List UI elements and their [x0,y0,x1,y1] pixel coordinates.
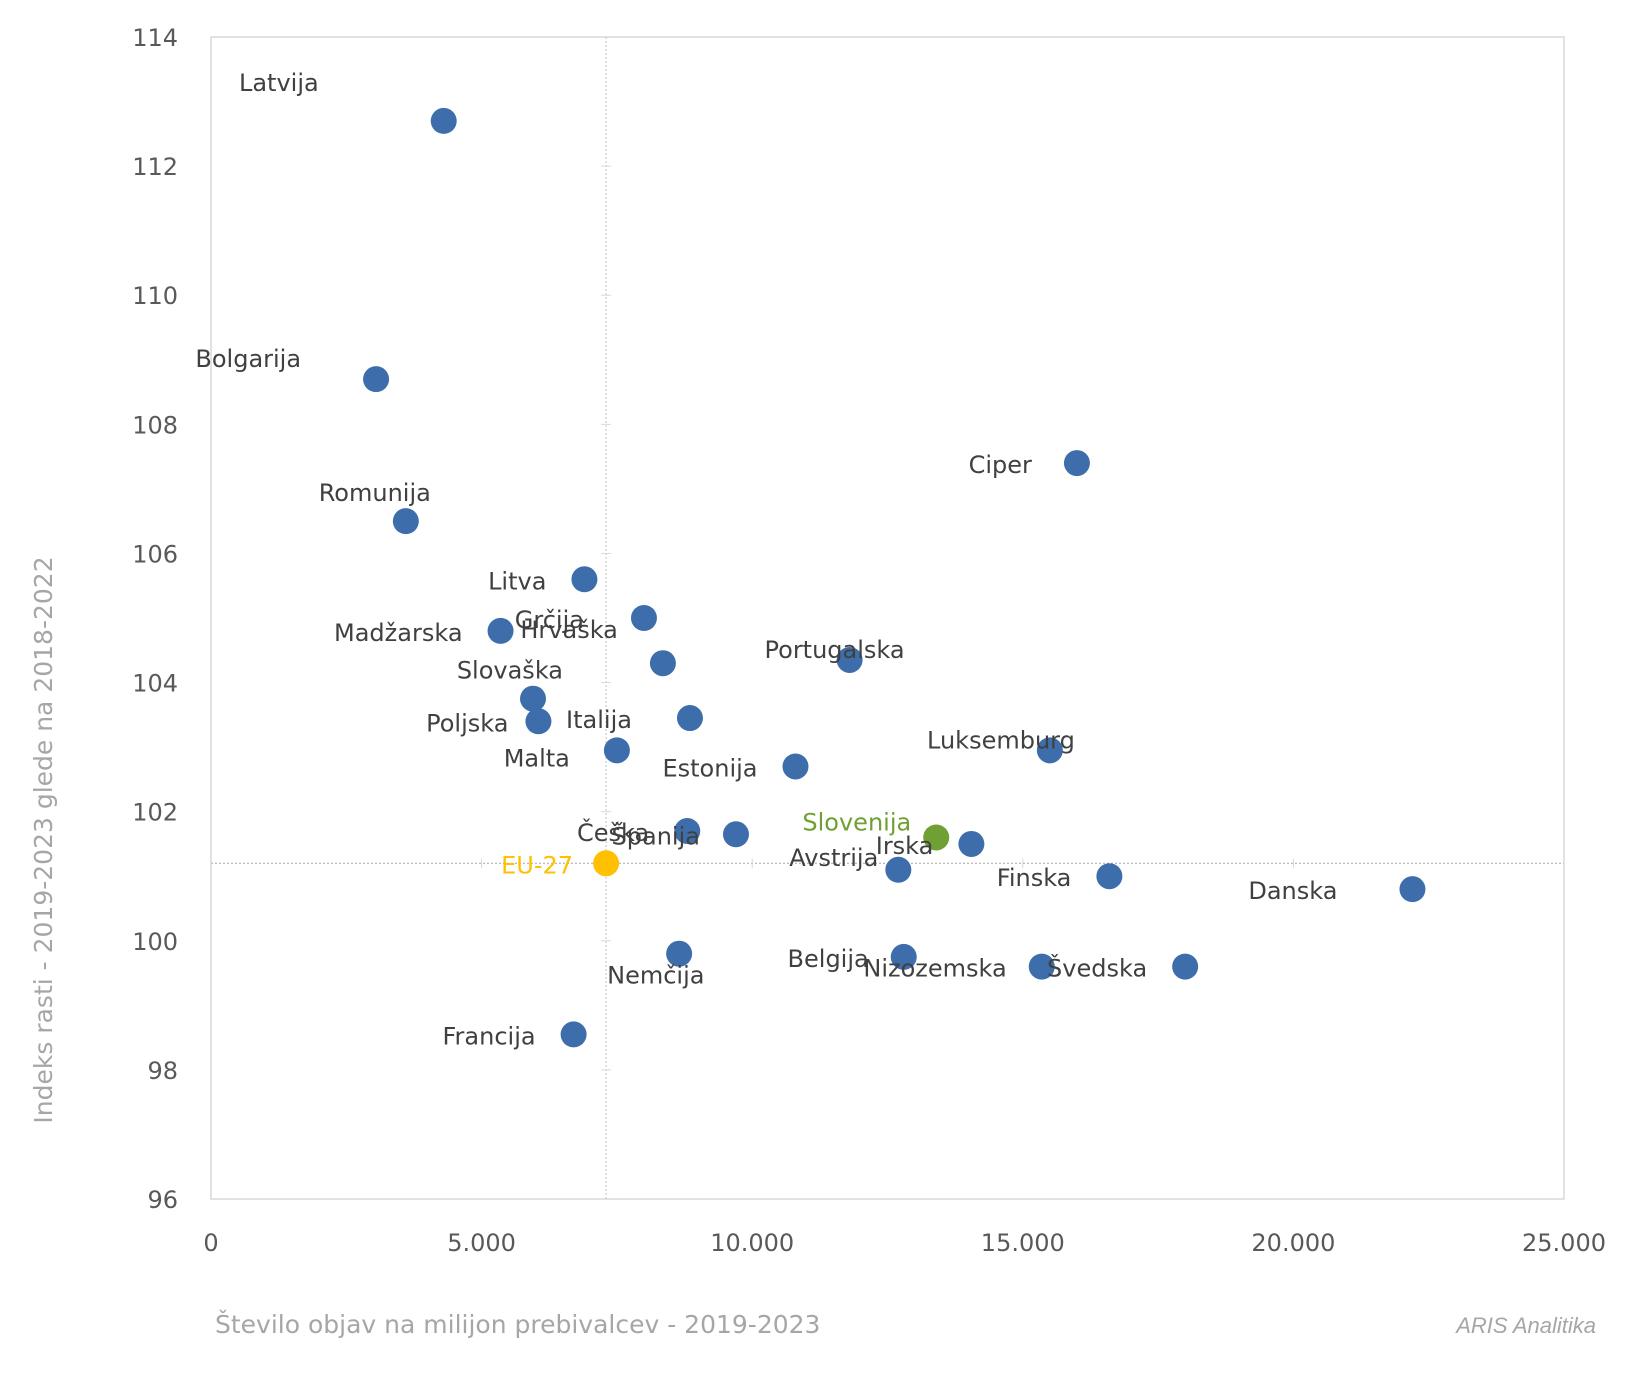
point-label-litva: Litva [488,567,546,595]
y-tick-label: 110 [132,282,178,310]
point-label-finska: Finska [997,864,1072,892]
data-point-bolgarija [363,366,390,393]
data-points [363,107,1426,1048]
plot-area [210,36,1565,1200]
x-tick-label: 15.000 [981,1229,1065,1257]
y-tick-label: 98 [147,1057,178,1085]
data-point-finska [1096,863,1123,890]
data-point-španija [722,821,749,848]
point-label-poljska: Poljska [426,709,508,737]
point-label-belgija: Belgija [788,945,869,973]
point-label-avstrija: Avstrija [789,844,878,872]
point-label-francija: Francija [443,1022,536,1050]
data-point-ciper [1063,450,1090,477]
y-tick-label: 106 [132,540,178,568]
point-label-slovenija: Slovenija [802,808,911,836]
point-label-danska: Danska [1248,877,1337,905]
data-point-portugalska [836,646,863,673]
point-label-eu-27: EU-27 [501,851,573,879]
point-label-španija: Španija [612,820,700,850]
data-point-latvija [430,107,457,134]
data-point-italija [676,705,703,732]
y-tick-label: 96 [147,1186,178,1214]
x-tick-label: 25.000 [1522,1229,1606,1257]
data-point-malta [603,737,630,764]
data-point-danska [1399,876,1426,903]
data-point-litva [571,566,598,593]
y-tick-label: 108 [132,411,178,439]
point-label-nizozemska: Nizozemska [863,955,1006,983]
data-point-švedska [1172,953,1199,980]
y-tick-label: 102 [132,799,178,827]
source-credit: ARIS Analitika [1456,1313,1596,1338]
data-point-francija [560,1021,587,1048]
data-point-slovenija [923,824,950,851]
y-axis-title: Indeks rasti - 2019-2023 glede na 2018-2… [29,556,58,1123]
data-point-luksemburg [1036,737,1063,764]
point-label-švedska: Švedska [1047,953,1147,983]
point-label-irska: Irska [876,832,934,860]
point-label-slovaška: Slovaška [457,657,563,685]
data-point-madžarska [487,617,514,644]
point-label-grčija: Grčija [515,606,584,634]
data-point-estonija [782,753,809,780]
data-point-hrvaška [649,650,676,677]
data-point-slovaška [520,685,547,712]
data-point-nemčija [666,940,693,967]
point-label-madžarska: Madžarska [334,619,463,647]
point-label-bolgarija: Bolgarija [195,345,301,373]
y-tick-label: 112 [132,153,178,181]
x-axis-ticks: 0 5.000 10.000 15.000 20.000 25.000 [203,858,1606,1257]
x-tick-label: 10.000 [710,1229,794,1257]
point-label-italija: Italija [566,706,632,734]
data-point-poljska [525,708,552,735]
point-label-nemčija: Nemčija [607,962,704,990]
point-label-romunija: Romunija [319,479,431,507]
point-label-latvija: Latvija [239,69,319,97]
y-tick-label: 104 [132,670,178,698]
y-axis-ticks: 96 98 100 102 104 106 108 110 112 114 [132,24,612,1214]
point-label-hrvaška: Hrvaška [520,616,618,644]
data-point-eu-27 [593,850,620,877]
point-labels: Latvija Bolgarija Romunija Ciper Litva Grčija… [195,69,1337,1050]
point-label-estonija: Estonija [662,754,757,782]
x-tick-label: 5.000 [447,1229,516,1257]
data-point-irska [958,830,985,857]
point-label-malta: Malta [504,744,570,772]
point-label-portugalska: Portugalska [765,636,905,664]
y-tick-label: 114 [132,24,178,52]
x-tick-label: 20.000 [1251,1229,1335,1257]
data-point-belgija [890,943,917,970]
data-point-avstrija [885,856,912,883]
x-axis-title: Število objav na milijon prebivalcev - 2… [215,1309,820,1339]
data-point-nizozemska [1028,953,1055,980]
data-point-romunija [392,508,419,535]
point-label-luksemburg: Luksemburg [927,726,1075,754]
data-point-grčija [630,605,657,631]
data-point-češka [674,818,701,845]
point-label-češka: Češka [577,817,649,847]
plot-border [210,36,1565,1200]
x-tick-label: 0 [203,1229,218,1257]
y-tick-label: 100 [132,928,178,956]
point-label-ciper: Ciper [969,451,1032,479]
